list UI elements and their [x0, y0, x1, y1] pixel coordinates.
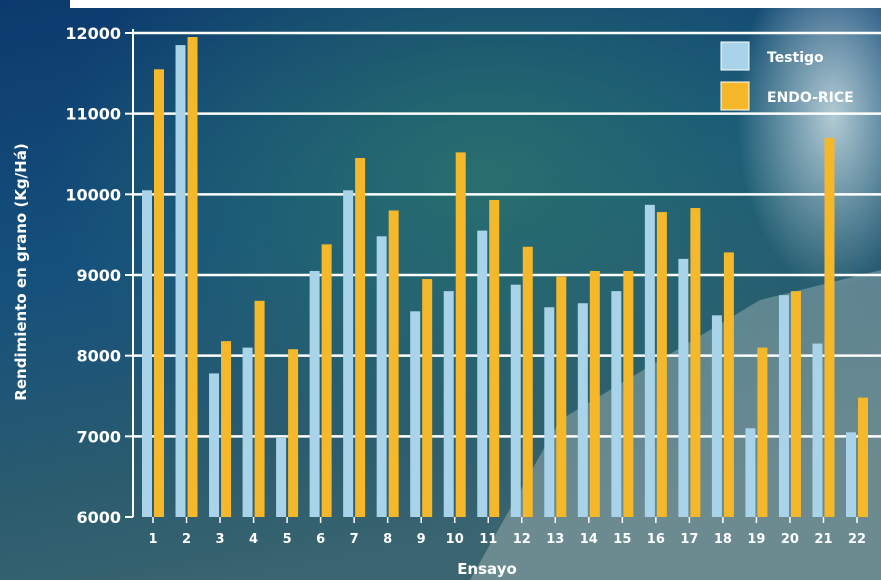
legend: Testigo ENDO-RICE [720, 41, 854, 111]
x-axis-label: Ensayo [457, 560, 517, 578]
y-tick-label: 12000 [65, 24, 121, 43]
x-tick-label: 2 [182, 532, 191, 547]
x-tick-label: 11 [479, 532, 497, 547]
bar-endo-rice [321, 244, 332, 517]
y-axis-ticks: 6000 7000 8000 9000 10000 11000 12000 [65, 24, 133, 527]
bar-endo-rice [589, 270, 600, 517]
bar-endo-rice [254, 300, 265, 517]
bar-testigo [443, 291, 454, 517]
bar-testigo [276, 437, 287, 517]
bar-testigo [678, 258, 689, 517]
top-bar [70, 0, 881, 8]
legend-swatch [720, 41, 750, 71]
bar-endo-rice [455, 152, 466, 518]
bar-testigo [611, 291, 622, 517]
x-tick-label: 20 [781, 532, 799, 547]
legend-label: ENDO-RICE [767, 90, 854, 106]
bar-endo-rice [522, 246, 533, 517]
x-tick-label: 18 [714, 532, 732, 547]
bar-testigo [778, 295, 789, 517]
bar-endo-rice [288, 349, 299, 517]
x-tick-label: 6 [316, 532, 325, 547]
x-tick-label: 17 [680, 532, 698, 547]
bar-testigo [644, 204, 655, 517]
x-tick-label: 16 [647, 532, 665, 547]
bar-testigo [309, 270, 320, 517]
y-tick-label: 9000 [76, 266, 121, 285]
bar-endo-rice [623, 270, 634, 517]
x-tick-label: 10 [446, 532, 464, 547]
x-tick-label: 15 [613, 532, 631, 547]
y-tick-label: 6000 [76, 508, 121, 527]
x-tick-label: 19 [747, 532, 765, 547]
bar-endo-rice [790, 291, 801, 517]
bar-endo-rice [422, 279, 433, 517]
x-tick-label: 5 [283, 532, 292, 547]
y-tick-label: 10000 [65, 185, 121, 204]
bar-endo-rice [723, 252, 734, 517]
bar-testigo [477, 230, 488, 517]
y-tick-label: 8000 [76, 347, 121, 366]
bar-endo-rice [355, 158, 366, 518]
x-tick-label: 12 [513, 532, 531, 547]
x-tick-label: 13 [546, 532, 564, 547]
bar-endo-rice [656, 212, 667, 517]
bars [142, 37, 868, 518]
bar-testigo [544, 307, 555, 517]
background-hand-shape [470, 270, 881, 580]
bar-testigo [343, 190, 354, 518]
bar-testigo [510, 284, 521, 517]
bar-endo-rice [757, 347, 768, 517]
x-tick-label: 14 [580, 532, 598, 547]
x-axis-ticks: 1 2 3 4 5 6 7 8 9 10 11 12 13 14 15 16 17 18 19 20 21 22 [148, 517, 866, 547]
bar-endo-rice [154, 69, 164, 518]
legend-swatch [720, 81, 750, 111]
bar-endo-rice [388, 210, 399, 517]
bar-endo-rice [556, 276, 567, 517]
bar-testigo [142, 190, 152, 518]
bar-testigo [812, 343, 823, 517]
bar-testigo [242, 347, 253, 517]
x-tick-label: 3 [216, 532, 225, 547]
x-tick-label: 4 [249, 532, 258, 547]
bar-testigo [745, 428, 756, 517]
bar-endo-rice [858, 397, 868, 517]
bar-endo-rice [221, 341, 232, 517]
bar-testigo [175, 45, 186, 517]
x-tick-label: 21 [814, 532, 832, 547]
x-tick-label: 7 [350, 532, 359, 547]
x-tick-label: 8 [383, 532, 392, 547]
bar-endo-rice [690, 208, 701, 517]
gridlines [133, 31, 881, 438]
bar-endo-rice [187, 37, 198, 518]
x-tick-label: 22 [848, 532, 866, 547]
legend-label: Testigo [767, 50, 824, 66]
bar-testigo [711, 315, 722, 517]
bar-testigo [846, 432, 856, 517]
bar-testigo [410, 311, 421, 517]
y-tick-label: 7000 [76, 427, 121, 446]
bar-endo-rice [489, 199, 500, 518]
y-axis-label: Rendimiento en grano (Kg/Há) [12, 143, 30, 400]
bar-endo-rice [824, 137, 835, 517]
y-tick-label: 11000 [65, 105, 121, 124]
x-tick-label: 9 [417, 532, 426, 547]
x-tick-label: 1 [148, 532, 157, 547]
bar-testigo [376, 236, 387, 517]
bar-testigo [577, 303, 588, 517]
bar-testigo [209, 373, 220, 517]
